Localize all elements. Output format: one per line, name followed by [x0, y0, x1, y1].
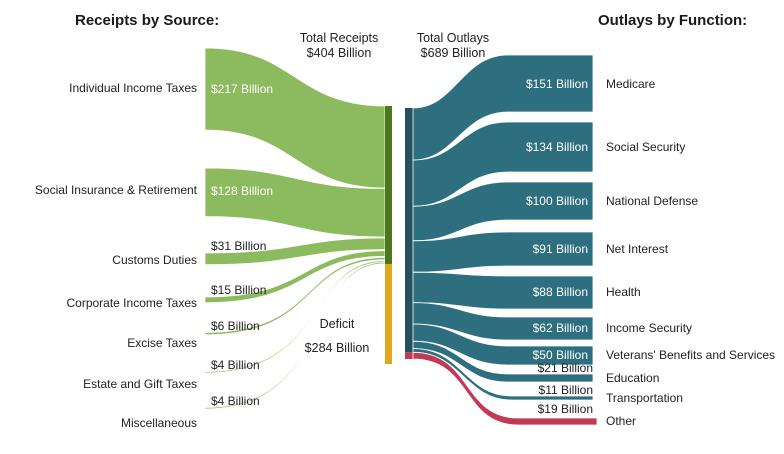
total-outlays-value: $689 Billion — [421, 46, 486, 60]
source-value-estate-gift-taxes: $4 Billion — [211, 358, 260, 372]
function-value-other: $19 Billion — [538, 402, 593, 416]
function-value-health: $88 Billion — [533, 285, 588, 299]
function-label-national-defense: National Defense — [606, 194, 698, 208]
source-label-customs-duties: Customs Duties — [112, 253, 197, 267]
function-value-medicare: $151 Billion — [526, 77, 588, 91]
flow-health — [412, 271, 594, 310]
other-outlay-bar-segment — [405, 352, 413, 359]
total-outlays-label: Total Outlays — [417, 31, 489, 45]
receipts-title: Receipts by Source: — [75, 12, 219, 29]
flow-other — [412, 351, 598, 426]
source-value-corporate-income-taxes: $15 Billion — [211, 283, 266, 297]
function-label-medicare: Medicare — [606, 77, 656, 91]
source-values: $217 Billion $128 Billion $31 Billion $1… — [211, 82, 273, 408]
flow-social-security — [412, 121, 594, 207]
function-value-education: $21 Billion — [538, 361, 593, 375]
source-value-individual-income-taxes: $217 Billion — [211, 82, 273, 96]
function-label-veterans-benefits: Veterans' Benefits and Services — [606, 348, 775, 362]
function-label-health: Health — [606, 285, 641, 299]
flow-national-defense — [412, 181, 594, 242]
function-value-veterans-benefits: $50 Billion — [533, 348, 588, 362]
function-values: $151 Billion $134 Billion $100 Billion $… — [526, 77, 593, 416]
function-label-transportation: Transportation — [606, 391, 683, 405]
source-label-individual-income-taxes: Individual Income Taxes — [69, 81, 197, 95]
deficit-bar — [385, 264, 392, 364]
source-value-customs-duties: $31 Billion — [211, 239, 266, 253]
flow-individual-income-taxes — [204, 47, 386, 189]
source-value-miscellaneous: $4 Billion — [211, 394, 260, 408]
source-value-excise-taxes: $6 Billion — [211, 319, 260, 333]
flow-veterans-benefits — [412, 323, 594, 366]
function-label-net-interest: Net Interest — [606, 242, 669, 256]
function-labels: Medicare Social Security National Defens… — [606, 77, 775, 428]
total-receipts-bar — [385, 106, 392, 264]
function-value-net-interest: $91 Billion — [533, 242, 588, 256]
function-label-other: Other — [606, 414, 636, 428]
outlay-flows — [412, 54, 598, 426]
total-receipts-label: Total Receipts — [300, 31, 379, 45]
function-label-education: Education — [606, 371, 659, 385]
source-label-excise-taxes: Excise Taxes — [127, 336, 197, 350]
source-label-miscellaneous: Miscellaneous — [121, 416, 197, 430]
function-value-national-defense: $100 Billion — [526, 194, 588, 208]
function-value-income-security: $62 Billion — [533, 321, 588, 335]
receipt-flows — [204, 47, 386, 410]
deficit-label: Deficit — [320, 317, 355, 331]
deficit-value: $284 Billion — [305, 341, 370, 355]
function-value-transportation: $11 Billion — [539, 383, 593, 397]
function-value-social-security: $134 Billion — [526, 140, 588, 154]
flow-net-interest — [412, 231, 594, 273]
total-outlays-bar — [405, 108, 413, 353]
source-label-social-insurance: Social Insurance & Retirement — [35, 183, 198, 197]
source-labels: Individual Income Taxes Social Insurance… — [35, 81, 198, 430]
flow-medicare — [412, 54, 594, 161]
flow-income-security — [412, 302, 594, 341]
source-label-corporate-income-taxes: Corporate Income Taxes — [66, 296, 197, 310]
source-label-estate-gift-taxes: Estate and Gift Taxes — [83, 377, 197, 391]
source-value-social-insurance: $128 Billion — [211, 184, 273, 198]
function-label-income-security: Income Security — [606, 321, 692, 335]
total-receipts-value: $404 Billion — [307, 46, 372, 60]
function-label-social-security: Social Security — [606, 140, 685, 154]
flow-education — [412, 340, 594, 383]
outlays-title: Outlays by Function: — [598, 12, 747, 29]
